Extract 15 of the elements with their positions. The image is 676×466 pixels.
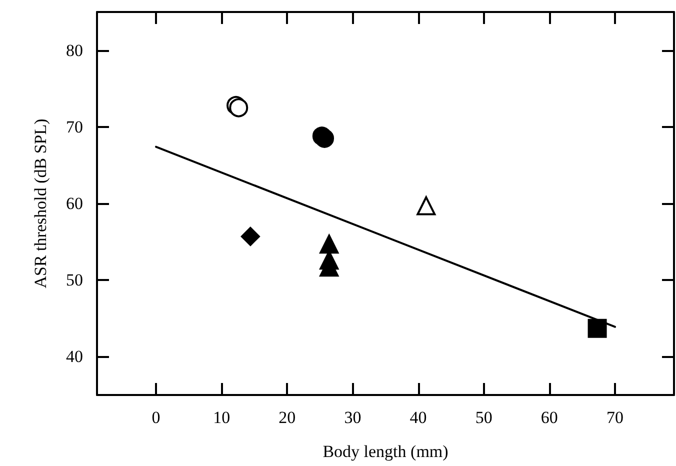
x-tick-label: 40 xyxy=(410,408,427,427)
x-tick-label: 20 xyxy=(278,408,296,427)
y-tick-label: 50 xyxy=(66,270,83,290)
x-tick-label: 60 xyxy=(540,408,558,427)
x-tick-label: 10 xyxy=(213,408,230,427)
x-tick-label: 70 xyxy=(606,408,624,427)
y-axis-title: ASR threshold (dB SPL) xyxy=(31,118,50,288)
x-tick-label: 30 xyxy=(344,408,362,427)
y-tick-label: 80 xyxy=(66,40,83,60)
x-tick-label: 0 xyxy=(152,408,160,427)
y-tick-label: 70 xyxy=(66,117,83,136)
y-tick-label: 40 xyxy=(66,347,83,366)
y-tick-label: 60 xyxy=(66,194,83,213)
x-tick-label: 50 xyxy=(475,408,492,427)
x-axis-title: Body length (mm) xyxy=(322,442,448,461)
